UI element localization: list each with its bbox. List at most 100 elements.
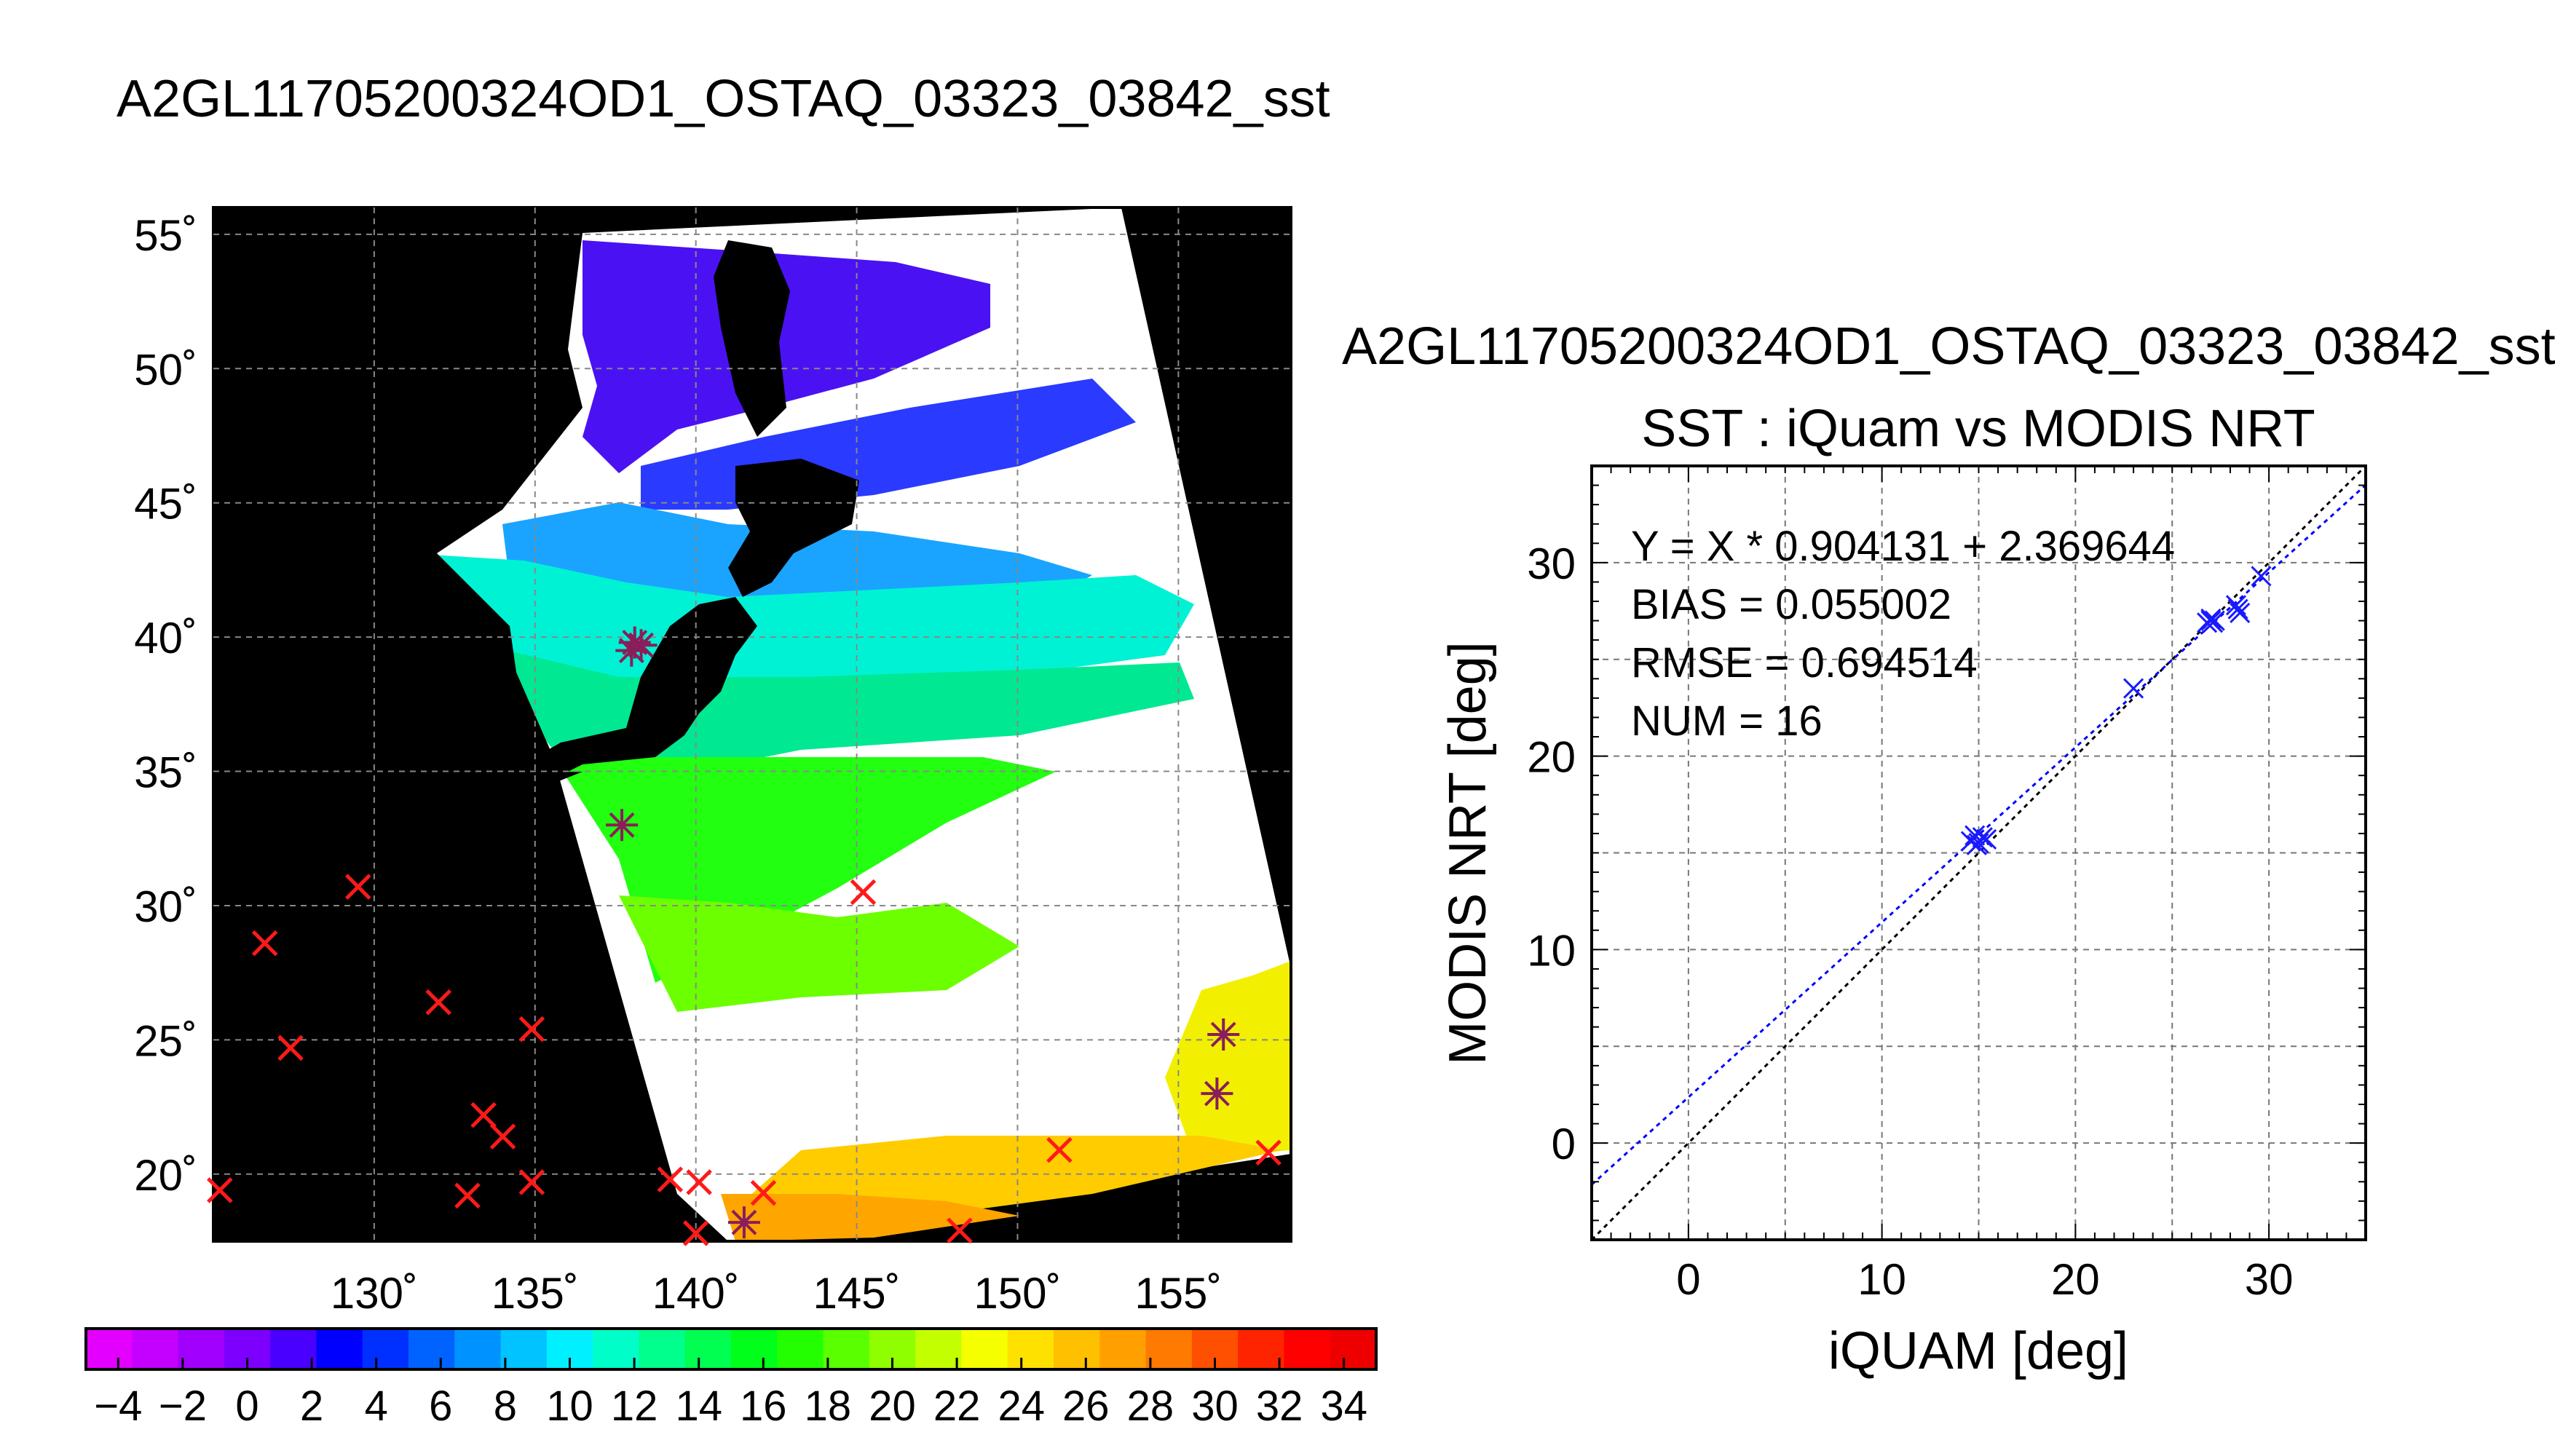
sst-scatter: A2GL11705200324OD1_OSTAQ_03323_03842_sst… — [1342, 317, 2555, 1380]
stat-rmse: RMSE = 0.694514 — [1631, 639, 1978, 687]
y-axis-label: MODIS NRT [deg] — [1439, 641, 1497, 1065]
map-marker-unmatched — [425, 989, 452, 1016]
sst-region-cyan — [408, 553, 1194, 699]
scatter-point — [2204, 610, 2225, 631]
stat-regression: Y = X * 0.904131 + 2.369644 — [1631, 523, 2175, 570]
sst-region-lightgreen — [619, 895, 1019, 1012]
map-marker-unmatched — [682, 1220, 709, 1246]
scatter-subtitle: SST : iQuam vs MODIS NRT — [1641, 400, 2315, 458]
stat-bias: BIAS = 0.055002 — [1631, 581, 1951, 628]
stats-block: Y = X * 0.904131 + 2.369644 BIAS = 0.055… — [1631, 523, 2175, 745]
colorbar-cell — [593, 1329, 639, 1369]
colorbar-label: 24 — [998, 1382, 1045, 1430]
map-marker-unmatched — [277, 1034, 304, 1061]
scatter-point — [2200, 610, 2222, 631]
colorbar-cell — [454, 1329, 502, 1369]
x-tick-labels: 0 10 20 30 — [1676, 1255, 2293, 1304]
lon-tick-label: 130˚ — [331, 1269, 418, 1318]
colorbar-label: −4 — [94, 1382, 142, 1430]
scatter-tick-marks — [1591, 465, 2366, 1241]
land-sakhalin — [714, 240, 790, 437]
scatter-point — [2230, 602, 2251, 624]
colorbar-cell — [1145, 1329, 1193, 1369]
map-marker-unmatched — [518, 1016, 545, 1042]
colorbar-label: 14 — [675, 1382, 722, 1430]
colorbar-cell — [1330, 1329, 1377, 1369]
map-marker-unmatched — [518, 1169, 545, 1195]
colorbar-cell — [915, 1329, 962, 1369]
lat-tick-label: 55˚ — [134, 211, 197, 260]
colorbar-label: 20 — [869, 1382, 916, 1430]
map-marker-unmatched — [251, 930, 278, 957]
y-tick-label: 10 — [1527, 926, 1576, 975]
map-frame — [212, 206, 1292, 1243]
colorbar-cell — [731, 1329, 778, 1369]
map-marker-unmatched — [345, 874, 371, 900]
colorbar-cell — [961, 1329, 1008, 1369]
map-marker-matched — [615, 634, 648, 667]
colorbar-label: 10 — [546, 1382, 593, 1430]
map-marker-unmatched — [947, 1217, 973, 1244]
y-tick-label: 30 — [1527, 539, 1576, 588]
colorbar-label: 8 — [494, 1382, 517, 1430]
x-tick-label: 0 — [1676, 1255, 1700, 1304]
map-marker-matched — [625, 629, 657, 662]
colorbar-cell — [1054, 1329, 1100, 1369]
lon-tick-label: 145˚ — [813, 1269, 901, 1318]
scatter-point — [2123, 678, 2144, 699]
colorbar-label: 18 — [805, 1382, 852, 1430]
colorbar-cell — [362, 1329, 409, 1369]
x-axis-label: iQUAM [deg] — [1828, 1322, 2128, 1380]
colorbar-label: 2 — [300, 1382, 323, 1430]
scatter-gridlines — [1592, 466, 2366, 1240]
lat-tick-label: 35˚ — [134, 748, 197, 797]
map-marker-unmatched — [207, 1177, 233, 1203]
map-marker-unmatched — [454, 1182, 481, 1209]
map-marker-unmatched — [850, 879, 877, 906]
colorbar-cell — [639, 1329, 686, 1369]
y-tick-labels: 0 10 20 30 — [1527, 539, 1576, 1168]
longitude-labels: 130˚ 135˚ 140˚ 145˚ 150˚ 155˚ — [331, 1269, 1223, 1318]
no-data-right — [1121, 207, 1291, 968]
map-gridlines — [213, 207, 1291, 1241]
sst-map: 55˚ 50˚ 45˚ 40˚ 35˚ 30˚ 25˚ 20˚ 130˚ 135˚ 140˚ 145… — [134, 206, 1292, 1318]
colorbar-cell — [316, 1329, 363, 1369]
map-marker-unmatched — [657, 1166, 684, 1192]
colorbar-label: 0 — [235, 1382, 258, 1430]
colorbar-label: 16 — [740, 1382, 787, 1430]
map-marker-matched — [1207, 1018, 1240, 1051]
main-title: A2GL11705200324OD1_OSTAQ_03323_03842_sst — [117, 70, 1330, 128]
colorbar-cell — [270, 1329, 317, 1369]
scatter-point — [1966, 834, 1987, 855]
map-marker-unmatched — [1046, 1136, 1073, 1163]
map-marker-unmatched — [750, 1179, 777, 1206]
lon-tick-label: 155˚ — [1134, 1269, 1222, 1318]
lon-tick-label: 135˚ — [491, 1269, 579, 1318]
colorbar-label: 32 — [1256, 1382, 1303, 1430]
lat-tick-label: 30˚ — [134, 882, 197, 931]
colorbar-label: 4 — [365, 1382, 388, 1430]
scatter-points — [1960, 566, 2272, 855]
scatter-point — [1976, 828, 1997, 850]
y-tick-label: 0 — [1552, 1120, 1576, 1168]
colorbar-cell — [1007, 1329, 1054, 1369]
map-marker-matched — [727, 1206, 760, 1239]
lat-tick-label: 50˚ — [134, 345, 197, 394]
sst-region-orange — [721, 1194, 1019, 1241]
x-tick-label: 20 — [2051, 1255, 2100, 1304]
map-marker-matched — [1201, 1077, 1233, 1110]
colorbar-cell — [823, 1329, 870, 1369]
sst-region-cold — [583, 240, 990, 473]
colorbar-cell — [178, 1329, 225, 1369]
colorbar-cell — [1099, 1329, 1147, 1369]
colorbar-cell — [500, 1329, 548, 1369]
map-marker-matched — [606, 809, 639, 842]
sst-region-yellow — [1165, 961, 1291, 1158]
map-marker-unmatched — [489, 1123, 516, 1150]
lat-tick-label: 45˚ — [134, 480, 197, 529]
colorbar-label: −2 — [159, 1382, 207, 1430]
map-marker-unmatched — [470, 1101, 497, 1128]
x-tick-label: 10 — [1857, 1255, 1906, 1304]
colorbar-cell — [684, 1329, 732, 1369]
